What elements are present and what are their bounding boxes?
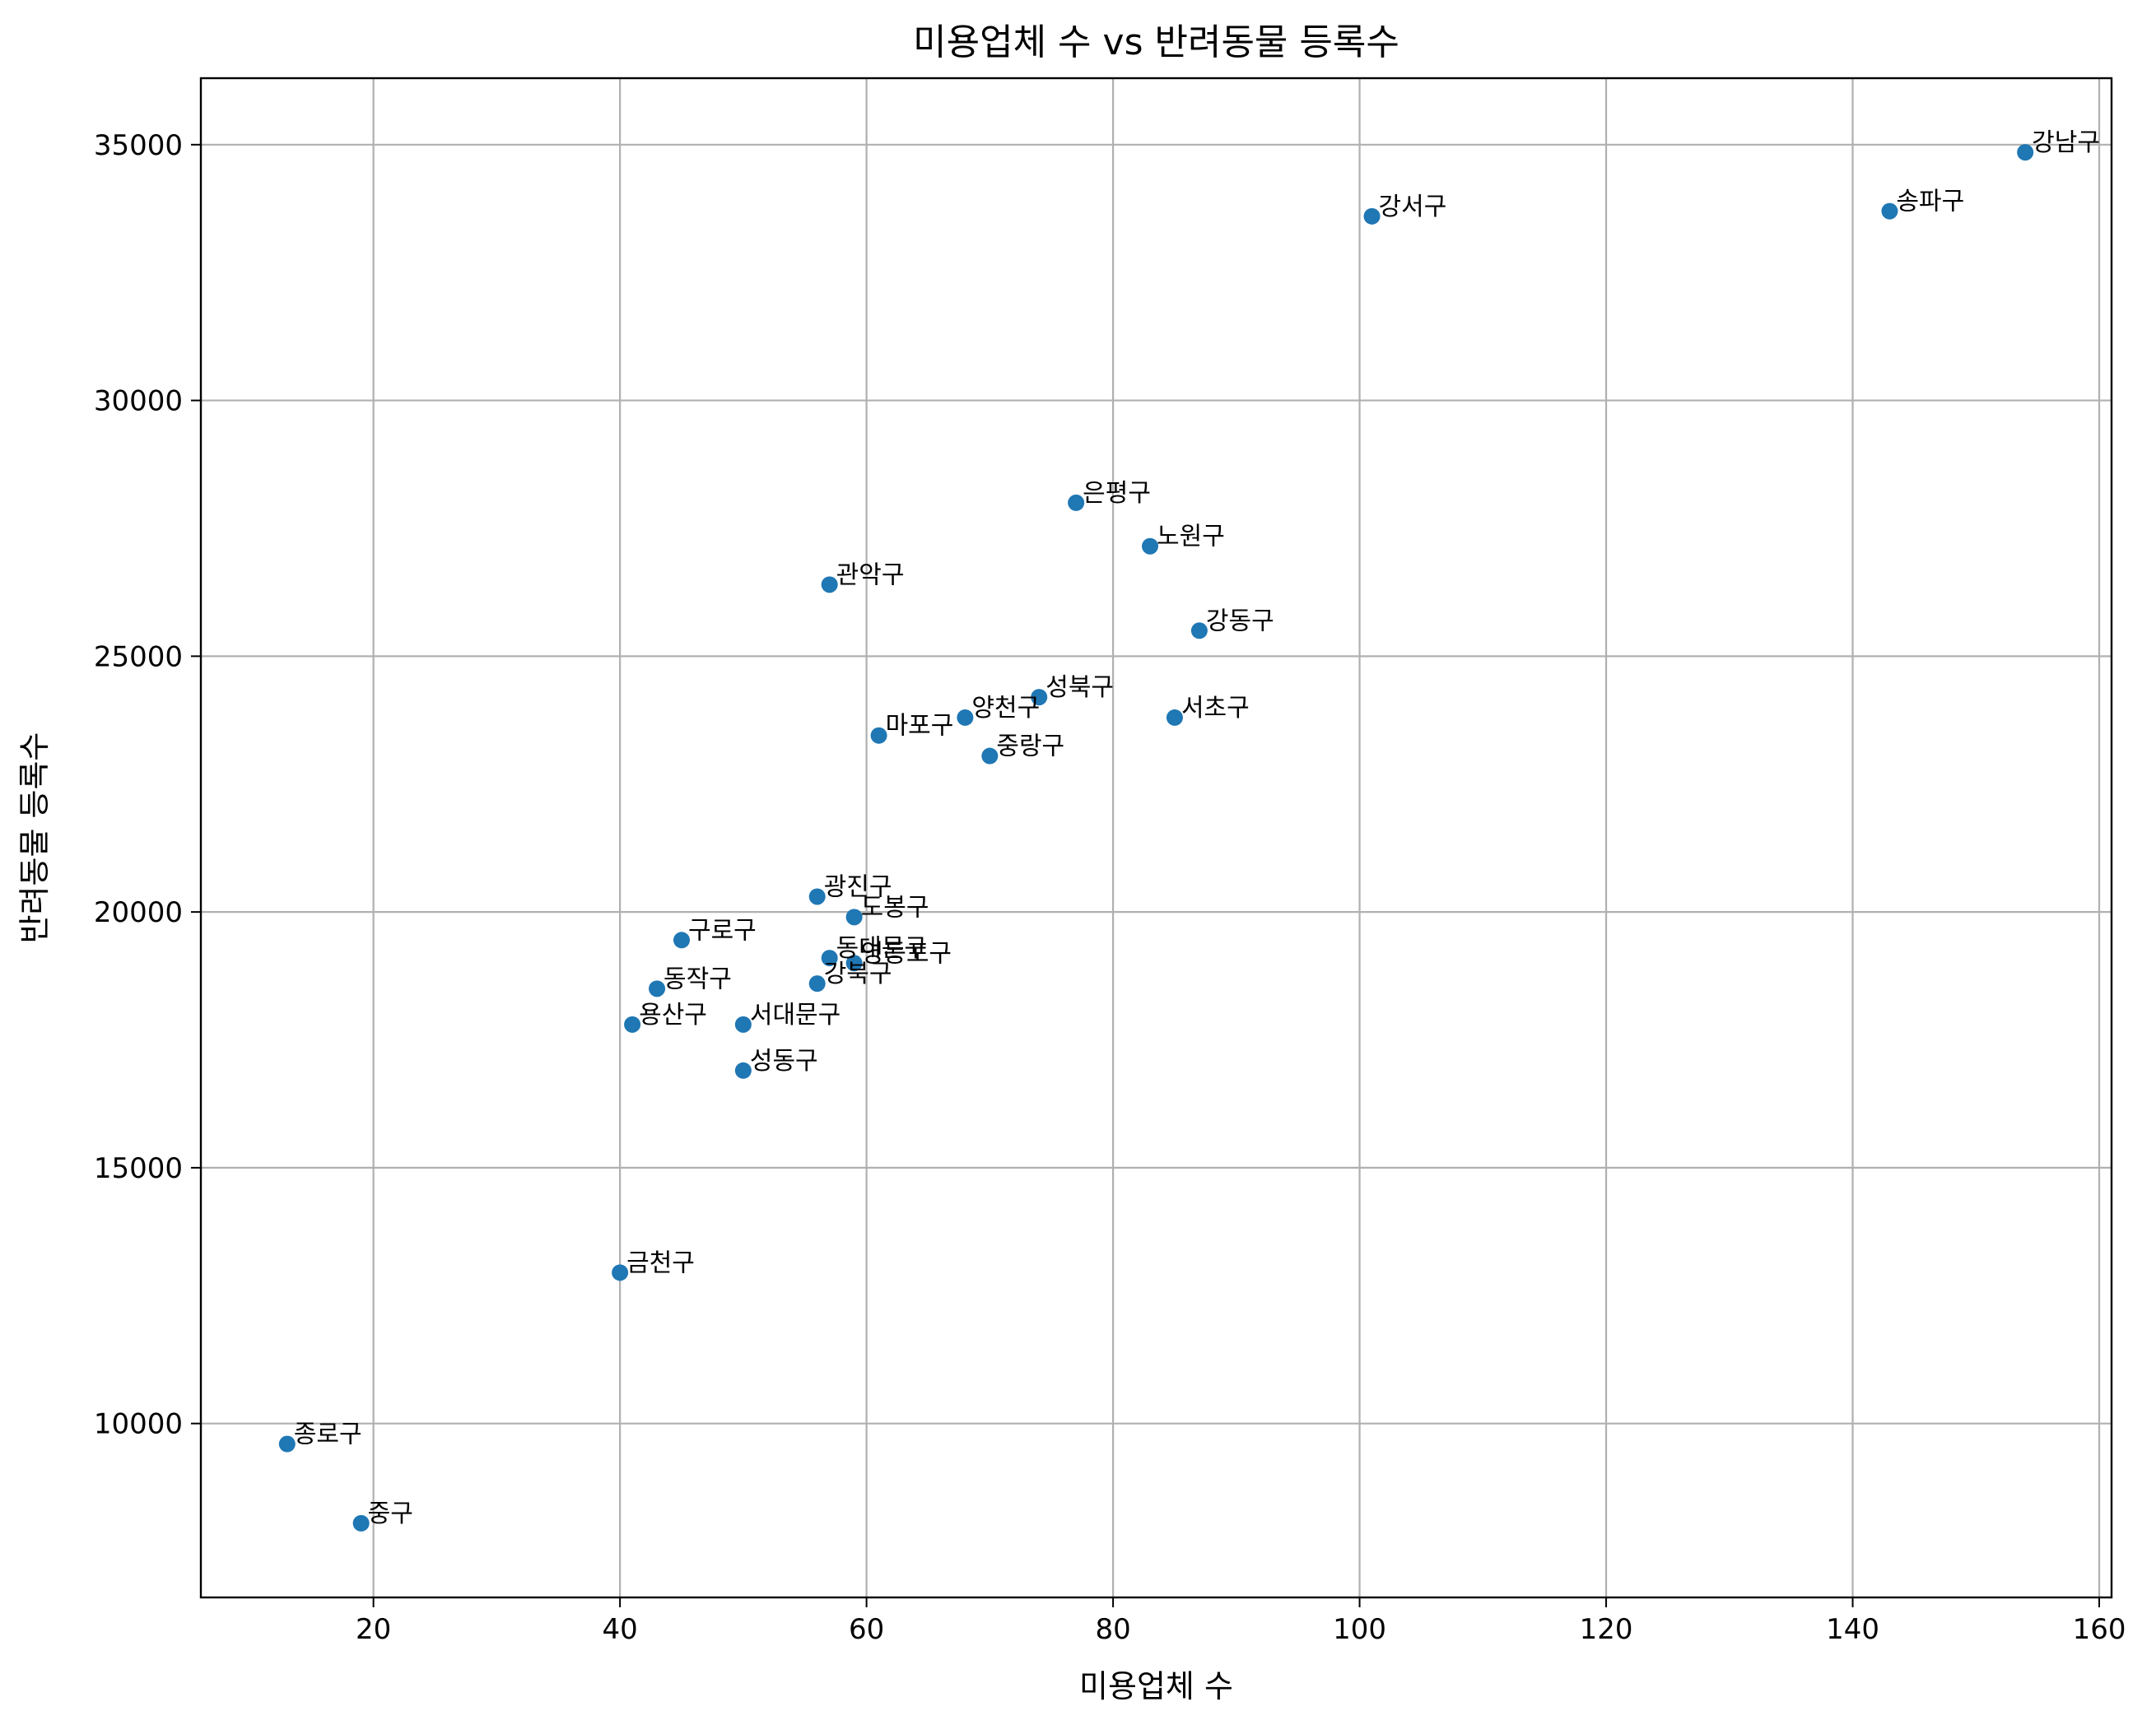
y-tick-label: 15000 [94, 1152, 183, 1185]
data-point [981, 747, 999, 765]
point-label: 은평구 [1083, 479, 1151, 508]
data-point [734, 1016, 752, 1033]
data-point [1068, 494, 1085, 511]
data-point [821, 576, 838, 593]
data-point [845, 909, 863, 926]
data-point [352, 1514, 370, 1532]
data-point [1190, 622, 1208, 639]
data-point [1142, 537, 1159, 555]
y-axis-label: 반려동물 등록수 [16, 732, 53, 944]
x-tick-label: 60 [849, 1613, 884, 1646]
point-label: 종로구 [294, 1420, 362, 1449]
axis-ticks: 20 40 60 80 100 120 140 160 10000 15000 20000 25000… [94, 129, 2126, 1646]
data-point [649, 980, 666, 997]
data-point [845, 955, 863, 972]
data-points [278, 144, 2034, 1532]
data-point [2017, 144, 2034, 161]
data-point [870, 727, 887, 744]
data-point [957, 709, 974, 726]
data-point [278, 1435, 296, 1453]
point-label: 성동구 [750, 1047, 818, 1076]
x-tick-label: 80 [1095, 1613, 1130, 1646]
data-point [673, 932, 690, 949]
data-point [734, 1062, 752, 1079]
point-label: 노원구 [1157, 523, 1225, 551]
y-tick-label: 25000 [94, 640, 183, 673]
point-label: 서초구 [1181, 694, 1250, 723]
y-tick-label: 35000 [94, 129, 183, 162]
point-label: 강서구 [1379, 193, 1447, 221]
data-point [1166, 709, 1183, 726]
x-tick-label: 140 [1826, 1613, 1879, 1646]
point-label: 강동구 [1206, 607, 1274, 635]
point-label: 동작구 [664, 965, 732, 993]
data-point [624, 1016, 641, 1033]
data-point [1363, 207, 1381, 225]
point-label: 강남구 [2032, 128, 2100, 157]
y-tick-label: 10000 [94, 1408, 183, 1441]
grid-lines [201, 78, 2112, 1597]
point-label: 광진구 [824, 872, 892, 901]
data-point [1881, 202, 1898, 220]
x-tick-label: 160 [2073, 1613, 2126, 1646]
point-label: 동대문구 [836, 934, 927, 963]
point-label: 구로구 [688, 916, 757, 945]
point-label: 금천구 [626, 1248, 695, 1277]
x-tick-label: 20 [356, 1613, 391, 1646]
x-tick-label: 120 [1580, 1613, 1633, 1646]
x-axis-label: 미용업체 수 [1079, 1668, 1233, 1704]
point-label: 성북구 [1045, 673, 1114, 702]
point-label: 영등포구 [861, 939, 952, 968]
point-label: 송파구 [1896, 188, 1964, 216]
x-tick-label: 40 [602, 1613, 637, 1646]
data-point [808, 975, 826, 993]
x-tick-label: 100 [1333, 1613, 1386, 1646]
data-point [612, 1264, 629, 1281]
chart-title: 미용업체 수 vs 반려동물 등록수 [913, 21, 1399, 63]
point-label: 서대문구 [750, 1001, 841, 1030]
point-label: 양천구 [971, 694, 1040, 723]
point-label: 관악구 [836, 560, 905, 589]
y-tick-label: 20000 [94, 896, 183, 929]
data-point [821, 950, 838, 967]
point-label: 강북구 [824, 960, 892, 988]
point-label: 중구 [368, 1499, 413, 1528]
point-label: 도봉구 [861, 893, 929, 922]
data-point [808, 888, 826, 905]
data-point [1031, 689, 1048, 706]
plot-frame [199, 77, 2113, 1599]
point-label: 마포구 [886, 712, 954, 741]
point-label: 중랑구 [996, 732, 1064, 761]
point-label: 용산구 [639, 1001, 707, 1030]
y-tick-label: 30000 [94, 385, 183, 418]
